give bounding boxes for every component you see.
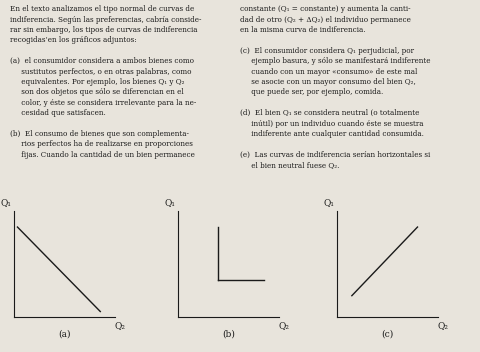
Text: (b): (b) [222,329,234,338]
X-axis label: Q₂: Q₂ [115,321,126,330]
Y-axis label: Q₁: Q₁ [164,198,175,207]
Y-axis label: Q₁: Q₁ [323,198,334,207]
Text: (c): (c) [380,329,393,338]
X-axis label: Q₂: Q₂ [436,321,447,330]
Text: (a): (a) [59,329,71,338]
Text: En el texto analizamos el tipo normal de curvas de
indiferencia. Según las prefe: En el texto analizamos el tipo normal de… [10,5,201,159]
Y-axis label: Q₁: Q₁ [1,198,12,207]
Text: constante (Q₁ = constante) y aumenta la canti-
dad de otro (Q₂ + ΔQ₂) el individ: constante (Q₁ = constante) y aumenta la … [240,5,430,169]
X-axis label: Q₂: Q₂ [278,321,289,330]
